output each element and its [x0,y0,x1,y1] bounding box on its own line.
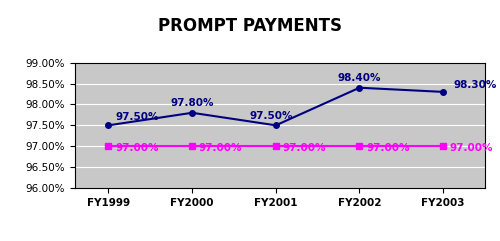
Text: 97.00%: 97.00% [199,143,242,153]
ACTUAL [189,111,195,114]
Text: 97.50%: 97.50% [250,111,294,121]
TARGET [356,145,362,148]
TARGET [273,145,279,148]
Line: TARGET: TARGET [106,143,446,149]
Text: PROMPT PAYMENTS: PROMPT PAYMENTS [158,17,342,35]
Line: ACTUAL: ACTUAL [106,85,446,128]
TARGET [440,145,446,148]
ACTUAL [440,90,446,93]
ACTUAL [356,86,362,89]
Text: 97.00%: 97.00% [282,143,326,153]
Text: 97.00%: 97.00% [450,143,494,153]
TARGET [189,145,195,148]
Text: 98.40%: 98.40% [338,73,381,83]
Text: 97.00%: 97.00% [366,143,410,153]
Text: 97.50%: 97.50% [115,112,158,122]
Text: 98.30%: 98.30% [453,80,496,90]
TARGET [106,145,112,148]
Text: 97.80%: 97.80% [170,98,214,108]
Text: 97.00%: 97.00% [115,143,158,153]
ACTUAL [273,124,279,127]
ACTUAL [106,124,112,127]
